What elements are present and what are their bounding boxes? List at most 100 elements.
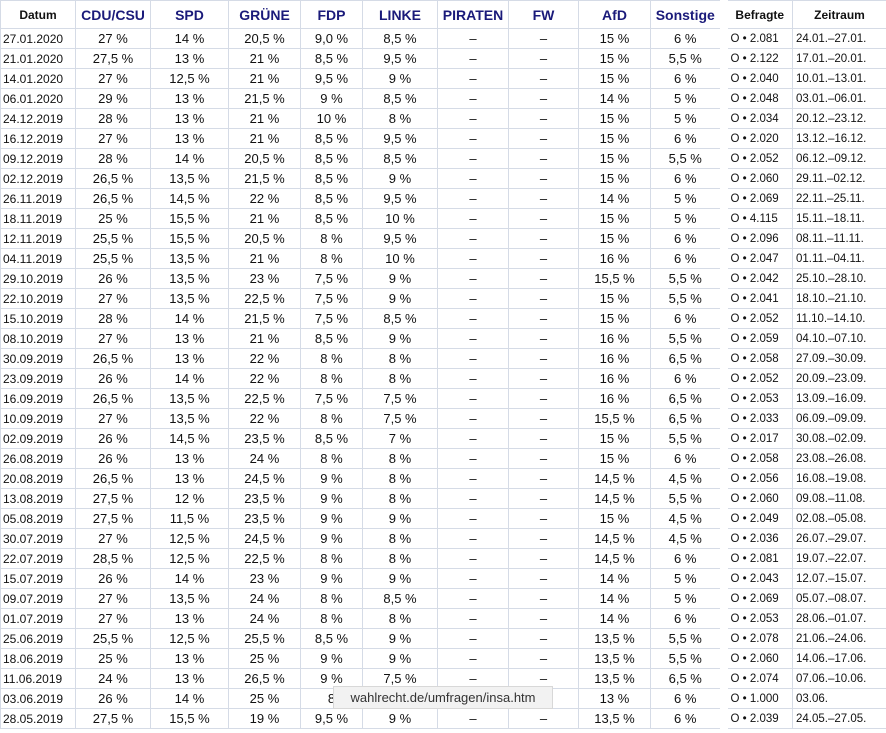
table-cell: –: [508, 348, 579, 369]
table-cell: 11,5 %: [150, 508, 229, 529]
table-cell: 20.08.2019: [0, 468, 76, 489]
table-cell: 01.07.2019: [0, 608, 76, 629]
table-cell: 13,5 %: [578, 668, 651, 689]
table-cell: 5 %: [650, 568, 724, 589]
table-row: 16.09.2019 26,5 % 13,5 % 22,5 % 7,5 % 7,5 % – –…: [0, 388, 886, 409]
table-cell: –: [437, 408, 509, 429]
table-cell: –: [437, 148, 509, 169]
table-cell: 14 %: [150, 148, 229, 169]
table-row: 10.09.2019 27 % 13,5 % 22 % 8 % 7,5 % – –15,5 %…: [0, 408, 886, 429]
table-cell: –: [508, 588, 579, 609]
table-cell: 9 %: [362, 508, 438, 529]
table-cell: 13 %: [150, 348, 229, 369]
table-cell: 27 %: [75, 68, 151, 89]
table-cell: 03.01.–06.01.: [792, 88, 886, 109]
table-cell: 25.10.–28.10.: [792, 268, 886, 289]
table-cell: 02.12.2019: [0, 168, 76, 189]
table-cell: O • 2.053: [719, 608, 793, 629]
table-cell: 29 %: [75, 88, 151, 109]
table-cell: 10 %: [362, 208, 438, 229]
table-cell: 8,5 %: [362, 88, 438, 109]
table-cell: 04.11.2019: [0, 248, 76, 269]
table-cell: 9 %: [362, 288, 438, 309]
table-cell: 26 %: [75, 688, 151, 709]
table-cell: 27 %: [75, 288, 151, 309]
table-cell: O • 2.049: [719, 508, 793, 529]
table-cell: 13 %: [150, 668, 229, 689]
table-cell: –: [508, 428, 579, 449]
table-cell: 6 %: [650, 68, 724, 89]
table-cell: –: [437, 308, 509, 329]
table-row: 18.06.2019 25 % 13 % 25 % 9 % 9 % – –13,5 % 5,5 …: [0, 648, 886, 669]
table-cell: –: [508, 68, 579, 89]
table-cell: 26,5 %: [75, 348, 151, 369]
table-cell: 5,5 %: [650, 648, 724, 669]
table-cell: –: [437, 528, 509, 549]
table-cell: 23.08.–26.08.: [792, 448, 886, 469]
table-cell: –: [508, 288, 579, 309]
table-cell: 01.11.–04.11.: [792, 248, 886, 269]
table-cell: 27 %: [75, 128, 151, 149]
table-cell: –: [437, 508, 509, 529]
table-cell: 8 %: [362, 488, 438, 509]
table-row: 09.07.2019 27 % 13,5 % 24 % 8 % 8,5 % – –14 % 5 …: [0, 588, 886, 609]
table-cell: –: [437, 388, 509, 409]
table-cell: 10 %: [362, 248, 438, 269]
table-cell: 9 %: [300, 648, 363, 669]
table-cell: –: [437, 128, 509, 149]
table-cell: 27 %: [75, 588, 151, 609]
table-cell: –: [437, 68, 509, 89]
table-cell: 12,5 %: [150, 528, 229, 549]
table-cell: 28 %: [75, 108, 151, 129]
table-cell: 24.12.2019: [0, 108, 76, 129]
table-cell: 19.07.–22.07.: [792, 548, 886, 569]
table-cell: 25.06.2019: [0, 628, 76, 649]
table-cell: 26 %: [75, 448, 151, 469]
table-cell: 14,5 %: [578, 528, 651, 549]
table-cell: 8,5 %: [300, 128, 363, 149]
table-row: 24.12.2019 28 % 13 % 21 % 10 % 8 % – –15 % 5 % O …: [0, 108, 886, 129]
table-cell: 13 %: [150, 108, 229, 129]
table-cell: 5,5 %: [650, 148, 724, 169]
table-row: 26.11.2019 26,5 % 14,5 % 22 % 8,5 % 9,5 % – –14…: [0, 188, 886, 209]
table-cell: 08.11.–11.11.: [792, 228, 886, 249]
table-cell: O • 2.058: [719, 448, 793, 469]
table-cell: –: [437, 348, 509, 369]
table-cell: 12,5 %: [150, 548, 229, 569]
table-cell: O • 2.122: [719, 48, 793, 69]
table-cell: 13,5 %: [578, 628, 651, 649]
table-row: 27.01.2020 27 % 14 % 20,5 % 9,0 % 8,5 % – –15 %…: [0, 28, 886, 49]
table-cell: –: [508, 48, 579, 69]
table-cell: –: [508, 328, 579, 349]
table-cell: 28 %: [75, 308, 151, 329]
table-cell: 15 %: [578, 228, 651, 249]
table-cell: 27,5 %: [75, 48, 151, 69]
table-cell: 13,5 %: [150, 588, 229, 609]
table-cell: 9 %: [362, 268, 438, 289]
table-cell: O • 2.048: [719, 88, 793, 109]
table-cell: –: [508, 308, 579, 329]
table-cell: O • 2.040: [719, 68, 793, 89]
table-cell: O • 2.034: [719, 108, 793, 129]
table-cell: 28,5 %: [75, 548, 151, 569]
table-cell: 8,5 %: [300, 188, 363, 209]
table-cell: 15 %: [578, 288, 651, 309]
table-cell: 26 %: [75, 428, 151, 449]
column-header: Zeitraum: [792, 0, 886, 29]
table-cell: 8 %: [300, 608, 363, 629]
table-cell: 8,5 %: [300, 328, 363, 349]
table-cell: 22 %: [228, 368, 301, 389]
table-cell: 15 %: [578, 128, 651, 149]
table-cell: 8,5 %: [300, 48, 363, 69]
table-row: 30.09.2019 26,5 % 13 % 22 % 8 % 8 % – –16 % 6,5 …: [0, 348, 886, 369]
table-cell: 15.10.2019: [0, 308, 76, 329]
table-cell: 23,5 %: [228, 508, 301, 529]
table-cell: –: [437, 428, 509, 449]
table-cell: 05.08.2019: [0, 508, 76, 529]
table-cell: –: [437, 648, 509, 669]
table-cell: O • 2.043: [719, 568, 793, 589]
table-cell: 21 %: [228, 108, 301, 129]
table-cell: 16 %: [578, 248, 651, 269]
table-cell: 27 %: [75, 28, 151, 49]
